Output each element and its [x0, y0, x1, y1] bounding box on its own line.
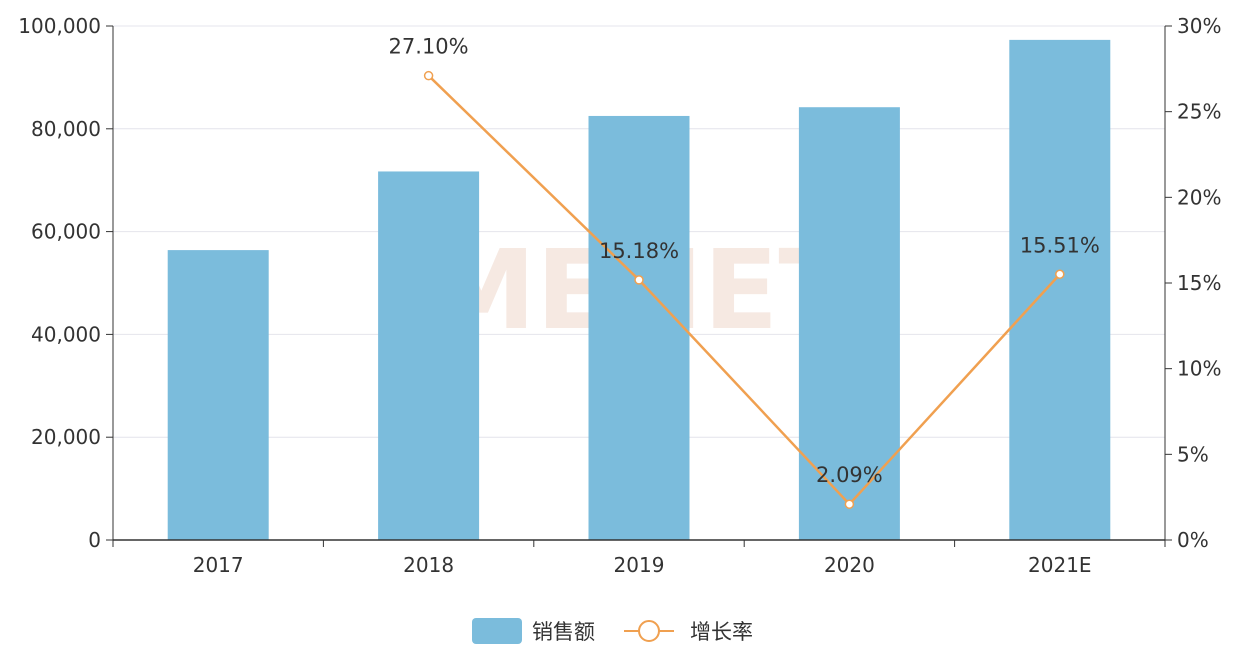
- right-tick-label: 30%: [1177, 14, 1221, 38]
- legend-line-marker[interactable]: [638, 620, 660, 642]
- data-labels: 27.10% 15.18% 2.09% 15.51%: [389, 35, 1100, 488]
- axes: 0 20,000 40,000 60,000 80,000 100,000 0% 5% 10% 1…: [18, 14, 1221, 577]
- x-tick-label: 2020: [824, 553, 875, 577]
- bar-series: [167, 39, 1111, 541]
- x-tick-label: 2018: [403, 553, 454, 577]
- left-tick-label: 0: [88, 528, 101, 552]
- x-tick-label: 2021E: [1028, 553, 1092, 577]
- growth-point-2021E: [1055, 269, 1065, 280]
- bar-2017: [167, 250, 269, 540]
- legend-bar-swatch[interactable]: [472, 618, 522, 644]
- bar-2018: [378, 171, 480, 540]
- growth-data-label: 27.10%: [389, 35, 469, 59]
- bar-2021E: [1009, 39, 1111, 541]
- bar-2019: [588, 115, 690, 540]
- left-tick-label: 60,000: [31, 220, 101, 244]
- left-tick-label: 100,000: [18, 14, 101, 38]
- line-series: [423, 70, 1065, 509]
- right-tick-label: 10%: [1177, 357, 1221, 381]
- growth-point-2019: [634, 275, 644, 285]
- growth-data-label: 15.18%: [599, 239, 679, 263]
- right-tick-label: 0%: [1177, 528, 1209, 552]
- left-tick-label: 40,000: [31, 322, 101, 346]
- legend[interactable]: 销售额 增长率: [472, 618, 753, 644]
- growth-rate-line: [427, 74, 1061, 507]
- right-tick-label: 25%: [1177, 100, 1221, 124]
- growth-point-2020: [844, 499, 855, 509]
- growth-data-label: 15.51%: [1020, 233, 1100, 257]
- left-tick-label: 20,000: [31, 425, 101, 449]
- right-tick-label: 20%: [1177, 185, 1221, 209]
- legend-line-label[interactable]: 增长率: [690, 620, 753, 644]
- legend-bar-label[interactable]: 销售额: [532, 620, 595, 644]
- right-tick-label: 5%: [1177, 442, 1209, 466]
- right-tick-label: 15%: [1177, 271, 1221, 295]
- growth-point-2018: [423, 70, 434, 81]
- left-tick-label: 80,000: [31, 117, 101, 141]
- x-tick-label: 2019: [614, 553, 665, 577]
- x-tick-label: 2017: [193, 553, 244, 577]
- growth-data-label: 2.09%: [816, 463, 883, 487]
